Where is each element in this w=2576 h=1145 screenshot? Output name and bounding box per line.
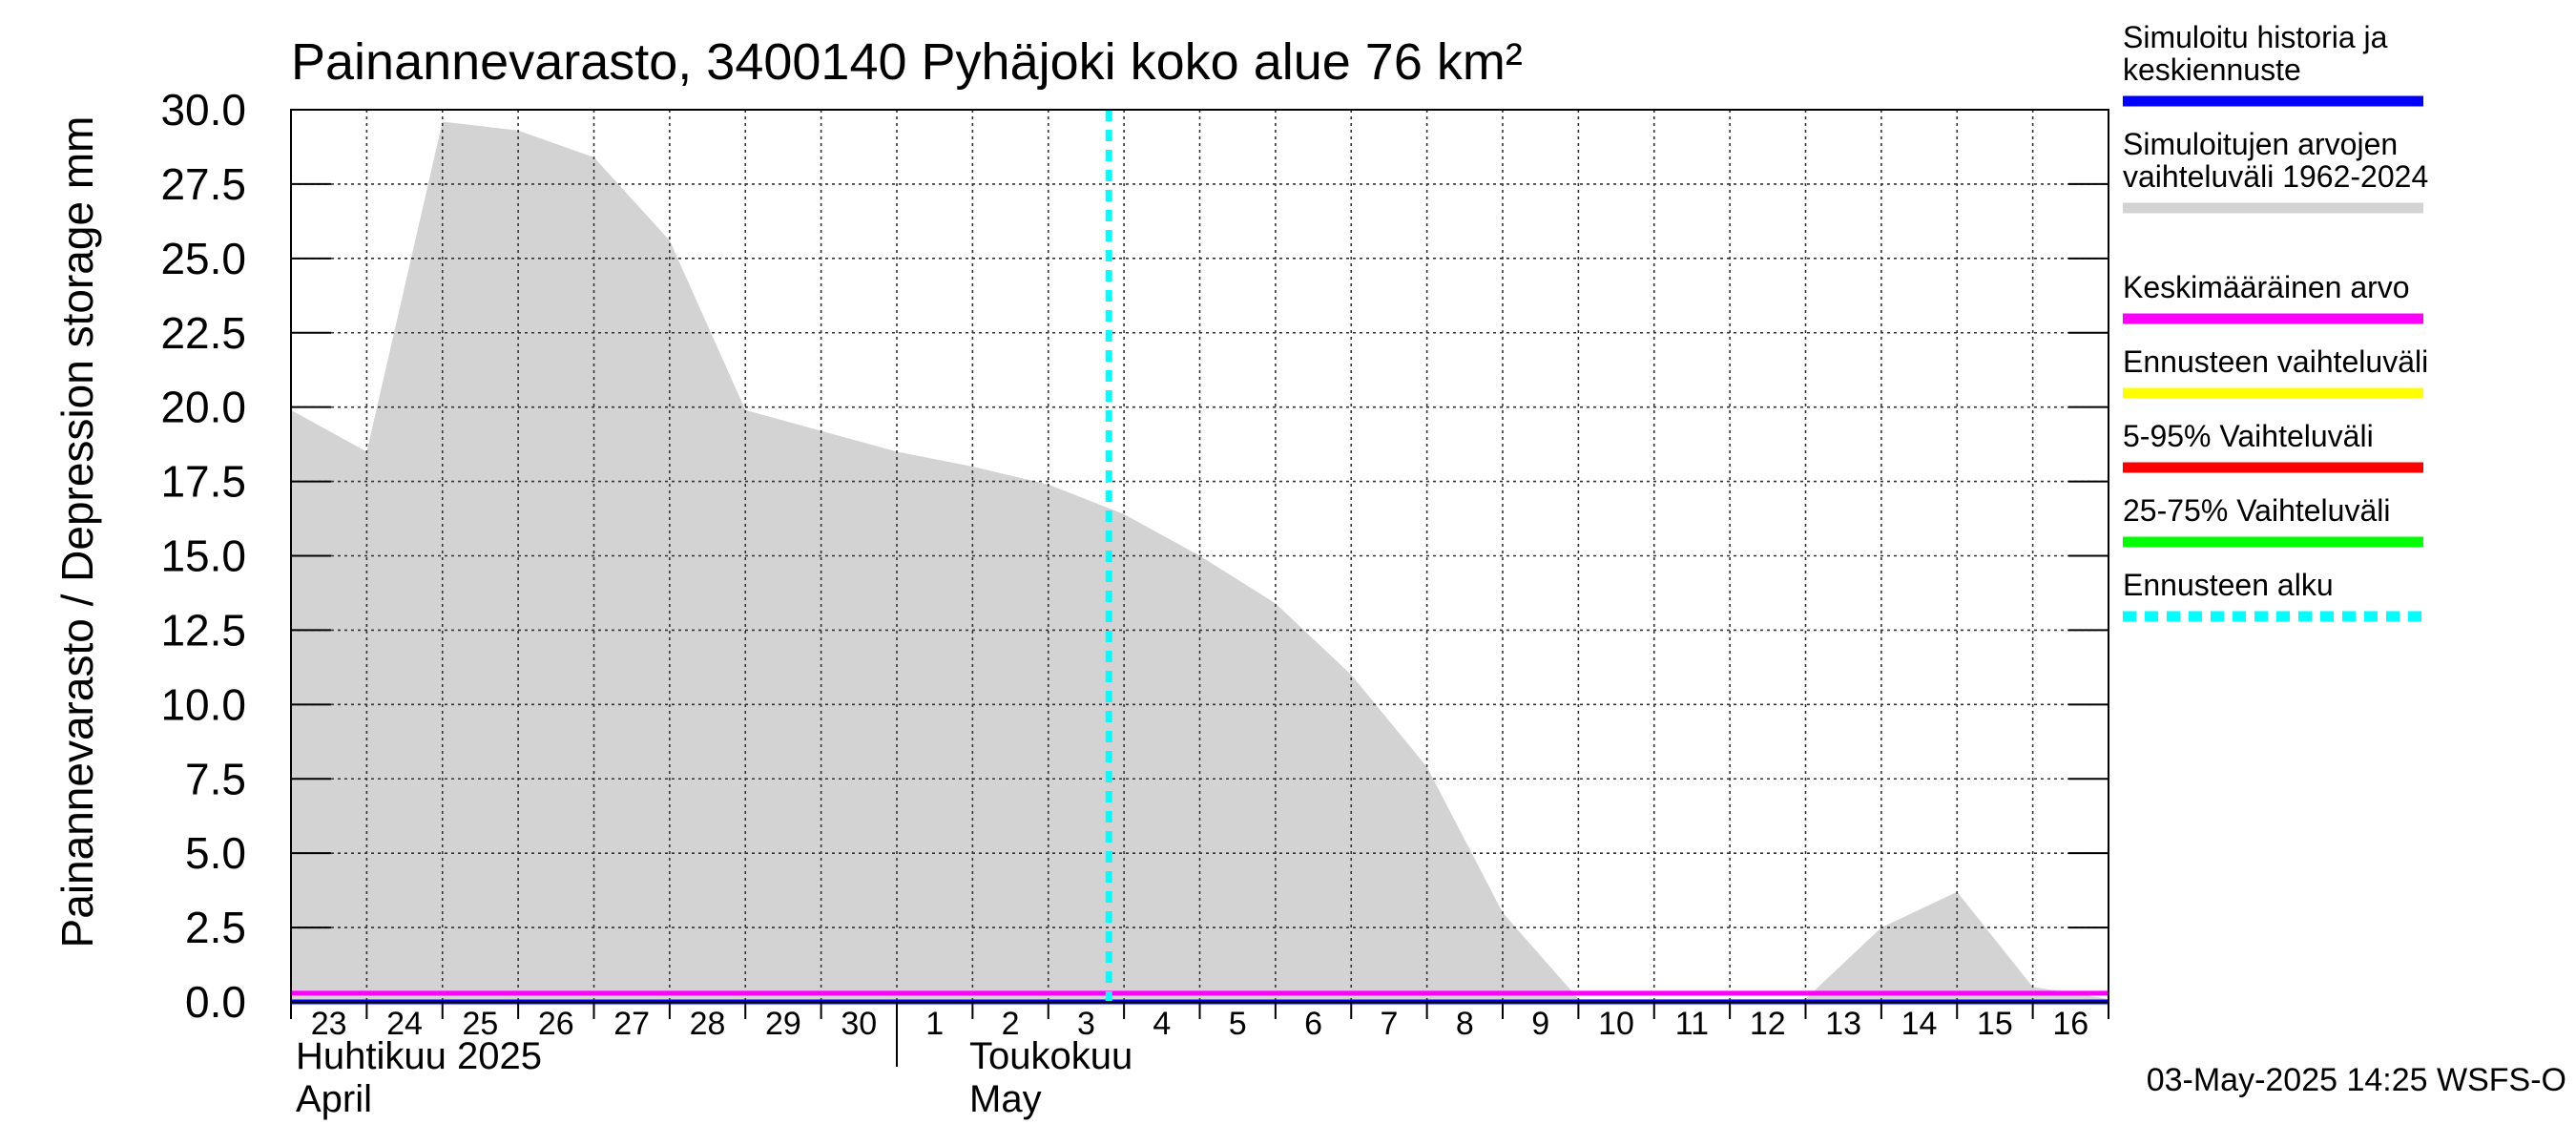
x-tick-label: 7 — [1380, 1006, 1398, 1042]
x-tick-label: 2 — [1002, 1006, 1020, 1042]
legend-label: 25-75% Vaihteluväli — [2123, 493, 2390, 528]
x-tick-label: 27 — [613, 1006, 650, 1042]
x-tick-label: 26 — [538, 1006, 574, 1042]
legend-label: Ennusteen vaihteluväli — [2123, 344, 2428, 379]
legend-label: Keskimääräinen arvo — [2123, 270, 2410, 304]
month-label-en: April — [296, 1078, 372, 1120]
x-tick-label: 9 — [1531, 1006, 1549, 1042]
y-tick-label: 2.5 — [185, 903, 246, 952]
x-tick-label: 29 — [765, 1006, 801, 1042]
y-tick-label: 30.0 — [160, 85, 246, 135]
x-tick-label: 5 — [1229, 1006, 1247, 1042]
month-label: Toukokuu — [969, 1035, 1132, 1077]
y-tick-label: 10.0 — [160, 679, 246, 729]
y-tick-label: 22.5 — [160, 308, 246, 358]
x-tick-label: 13 — [1825, 1006, 1861, 1042]
x-tick-label: 15 — [1977, 1006, 2013, 1042]
footer-timestamp: 03-May-2025 14:25 WSFS-O — [2147, 1062, 2566, 1098]
x-tick-label: 3 — [1077, 1006, 1095, 1042]
y-tick-label: 25.0 — [160, 234, 246, 283]
series-range-band — [291, 121, 2109, 1002]
x-tick-label: 16 — [2052, 1006, 2088, 1042]
y-tick-label: 5.0 — [185, 828, 246, 878]
x-tick-label: 25 — [463, 1006, 499, 1042]
x-tick-label: 6 — [1304, 1006, 1322, 1042]
legend-label: Simuloitu historia ja — [2123, 20, 2388, 54]
chart-title: Painannevarasto, 3400140 Pyhäjoki koko a… — [291, 33, 1523, 91]
month-label-en: May — [969, 1078, 1042, 1120]
y-tick-label: 20.0 — [160, 383, 246, 432]
y-tick-label: 7.5 — [185, 754, 246, 803]
y-tick-label: 12.5 — [160, 605, 246, 655]
y-tick-label: 17.5 — [160, 457, 246, 507]
legend-label: Simuloitujen arvojen — [2123, 127, 2398, 161]
x-tick-label: 12 — [1750, 1006, 1786, 1042]
legend-label: Ennusteen alku — [2123, 568, 2334, 602]
legend-label: keskiennuste — [2123, 52, 2301, 87]
y-tick-label: 15.0 — [160, 531, 246, 581]
x-tick-label: 8 — [1456, 1006, 1474, 1042]
x-tick-label: 14 — [1901, 1006, 1938, 1042]
x-tick-label: 4 — [1153, 1006, 1171, 1042]
month-label: Huhtikuu 2025 — [296, 1035, 542, 1077]
x-tick-label: 10 — [1598, 1006, 1634, 1042]
x-tick-label: 28 — [690, 1006, 726, 1042]
x-tick-label: 23 — [311, 1006, 347, 1042]
legend-label: vaihteluväli 1962-2024 — [2123, 159, 2428, 194]
x-tick-label: 24 — [386, 1006, 423, 1042]
x-tick-label: 30 — [841, 1006, 877, 1042]
y-tick-label: 0.0 — [185, 977, 246, 1027]
x-tick-label: 11 — [1675, 1006, 1709, 1042]
x-tick-label: 1 — [925, 1006, 944, 1042]
y-tick-label: 27.5 — [160, 159, 246, 209]
y-axis-label: Painannevarasto / Depression storage mm — [52, 116, 102, 948]
legend-label: 5-95% Vaihteluväli — [2123, 419, 2374, 453]
